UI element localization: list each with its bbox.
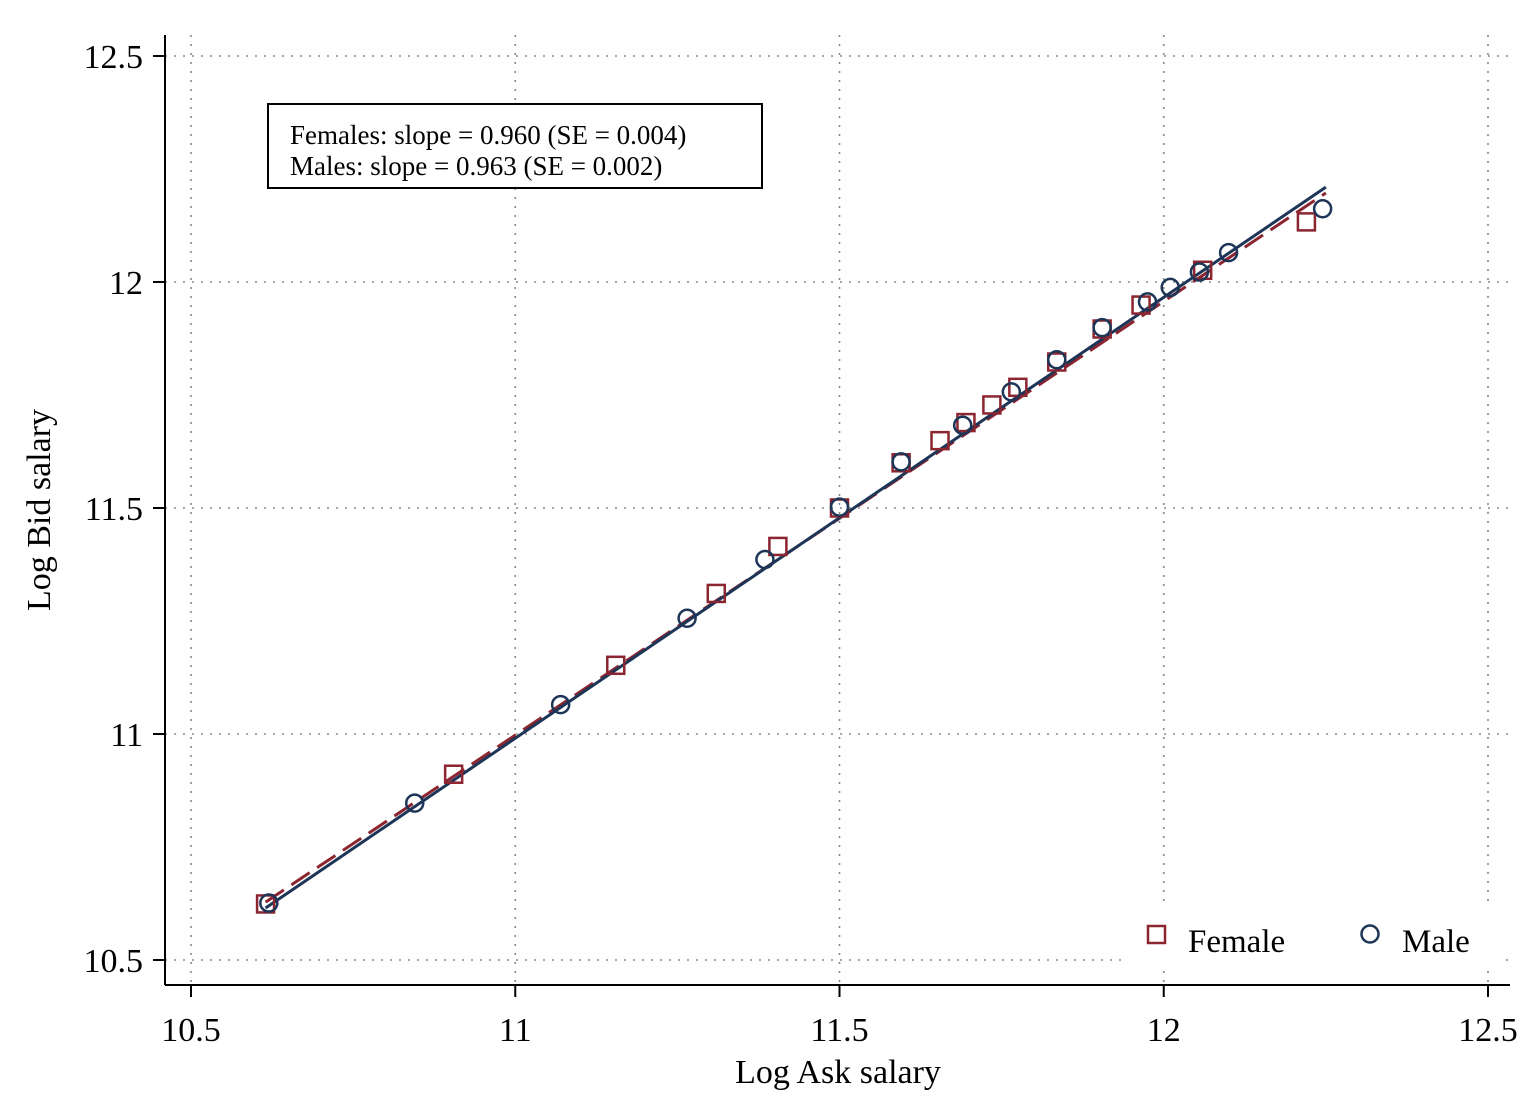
- axes: [164, 35, 1510, 986]
- y-axis-title: Log Bid salary: [21, 409, 58, 611]
- male-point: [1092, 317, 1112, 338]
- female-point: [1296, 212, 1317, 232]
- legend-male-label: Male: [1402, 924, 1470, 960]
- female-point: [930, 430, 950, 451]
- male-point: [1312, 199, 1333, 219]
- y-tick-label: 12: [109, 265, 143, 302]
- y-tick-label: 11.5: [85, 491, 143, 528]
- y-tick-label: 10.5: [84, 943, 144, 980]
- male-point: [952, 415, 973, 436]
- x-axis-title: Log Ask salary: [735, 1054, 941, 1091]
- male-point: [259, 893, 279, 913]
- x-tick-label: 12: [1147, 1012, 1181, 1049]
- female-point: [768, 536, 788, 557]
- x-tick-label: 11: [499, 1012, 532, 1049]
- female-point: [956, 412, 976, 433]
- male-point: [755, 549, 775, 570]
- male-point: [829, 497, 850, 517]
- annotation-frame: [267, 103, 763, 189]
- legend-background: [1125, 905, 1500, 967]
- x-tick-label: 12.5: [1458, 1012, 1518, 1049]
- female-point: [706, 583, 727, 604]
- female-point: [606, 655, 626, 676]
- male-point: [1137, 292, 1158, 312]
- female-point: [443, 764, 464, 784]
- male-point: [677, 608, 697, 629]
- legend-female-square-icon: [1146, 924, 1167, 945]
- male-point: [1160, 277, 1180, 298]
- male-point: [1218, 242, 1239, 263]
- male-point: [550, 694, 571, 715]
- x-tick-label: 10.5: [161, 1012, 221, 1049]
- y-tick-label: 12.5: [84, 39, 144, 76]
- male-point: [1001, 382, 1022, 402]
- data-points: [255, 199, 1333, 914]
- x-tick-label: 11.5: [810, 1012, 868, 1049]
- annotation-male-slope: Males: slope = 0.963 (SE = 0.002): [290, 151, 662, 181]
- x-ticks: 10.5 11 11.5 12 12.5: [161, 985, 1518, 1049]
- annotation-box: Females: slope = 0.960 (SE = 0.004) Male…: [267, 103, 763, 189]
- y-ticks: 10.5 11 11.5 12 12.5: [84, 39, 165, 980]
- legend: Female Male: [1125, 905, 1500, 967]
- male-point: [1046, 349, 1067, 370]
- y-tick-label: 11: [110, 717, 143, 754]
- annotation-female-slope: Females: slope = 0.960 (SE = 0.004): [290, 120, 686, 150]
- male-point: [404, 793, 425, 813]
- female-point: [982, 395, 1002, 415]
- male-point: [891, 452, 911, 472]
- male-point: [1189, 262, 1210, 282]
- legend-male-circle-icon: [1360, 924, 1380, 944]
- legend-female-label: Female: [1188, 924, 1285, 960]
